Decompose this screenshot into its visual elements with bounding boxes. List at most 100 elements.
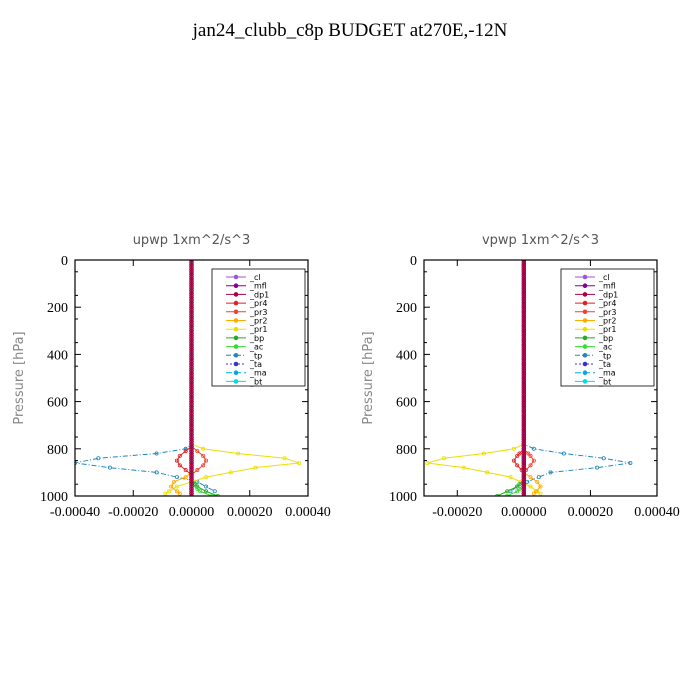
series-point (282, 456, 287, 461)
series-point (521, 302, 527, 308)
series-point (521, 319, 527, 324)
series-point (189, 401, 194, 407)
series-point (521, 489, 527, 494)
series-point (189, 359, 194, 364)
series-point (189, 482, 194, 487)
series-point (189, 394, 194, 400)
series-point (548, 470, 553, 475)
series-point (521, 309, 527, 315)
series-point (535, 479, 540, 484)
series-point (521, 484, 527, 489)
series-point (521, 453, 527, 459)
series-point (521, 427, 527, 433)
series-point (461, 465, 466, 470)
series-point (236, 451, 241, 456)
series-point (521, 349, 527, 355)
legend-entry: _bp (575, 334, 613, 343)
legend: _cl_mfl_dp1_pr4_pr3_pr2_pr1_bp_ac_tp_ta_… (560, 268, 655, 387)
series-point (521, 323, 527, 329)
series-point (189, 279, 194, 284)
series-point (521, 305, 527, 310)
series-point (183, 468, 188, 473)
y-tick-label: 800 (396, 443, 417, 458)
series-point (189, 451, 194, 456)
series-point (189, 479, 194, 485)
series-point (189, 368, 194, 374)
chart-title: upwp 1xm^2/s^3 (133, 233, 251, 248)
legend-label: _bp (598, 334, 613, 343)
y-tick-label: 600 (396, 396, 417, 411)
series-point (183, 449, 188, 454)
chart-title: vpwp 1xm^2/s^3 (482, 233, 599, 248)
legend-box (211, 268, 306, 387)
legend-entry: _pr2 (575, 317, 616, 326)
series-point (189, 427, 194, 433)
series-point (189, 312, 194, 317)
legend-marker (582, 379, 588, 384)
series-point (561, 451, 566, 456)
series-point (163, 491, 168, 496)
series-point (521, 430, 527, 435)
series-point (195, 486, 200, 491)
legend-label: _cl (249, 273, 261, 282)
legend-entry: _pr3 (575, 308, 616, 317)
series-point (189, 356, 194, 362)
legend: _cl_mfl_dp1_pr4_pr3_pr2_pr1_bp_ac_tp_ta_… (211, 268, 306, 387)
series-point (189, 319, 194, 324)
series-point (517, 486, 522, 491)
series-point (521, 392, 527, 397)
series-point (189, 361, 194, 367)
series-point (189, 441, 194, 447)
series-point (204, 489, 209, 494)
series-point (189, 489, 194, 494)
series-point (521, 342, 527, 348)
series-tp (75, 260, 217, 494)
series-point (189, 345, 194, 350)
series-point (189, 430, 194, 435)
series-point (521, 300, 527, 305)
x-tick-label: -0.00040 (50, 505, 100, 520)
series-point (193, 482, 198, 487)
legend-entry: _dp1 (575, 290, 618, 299)
series-point (204, 458, 209, 463)
series-point (189, 302, 194, 308)
series-point (528, 484, 533, 489)
plot-frame (74, 259, 309, 497)
series-point (521, 380, 527, 385)
series-point (177, 453, 182, 458)
series-point (189, 262, 194, 267)
legend-label: _pr3 (598, 308, 616, 317)
series-point (521, 295, 527, 300)
series-point (189, 326, 194, 331)
series-point (189, 286, 194, 291)
series-point (521, 389, 527, 395)
series-point (189, 269, 194, 274)
series-point (189, 470, 194, 475)
series-point (189, 264, 194, 270)
x-tick-label: 0.00000 (169, 505, 215, 520)
series-point (521, 397, 527, 402)
legend-marker (233, 318, 239, 323)
series-point (189, 375, 194, 381)
series-point (195, 449, 200, 454)
series-point (174, 475, 179, 480)
legend-marker (582, 274, 588, 280)
series-point (511, 446, 516, 451)
legend-entry: _pr4 (226, 299, 267, 308)
series-point (167, 489, 172, 494)
legend-entry: _pr1 (226, 325, 267, 334)
series-point (531, 491, 536, 496)
series-point (189, 281, 194, 286)
series-point (189, 408, 194, 414)
legend-marker (582, 292, 588, 297)
legend-entry: _mfl (575, 282, 616, 291)
legend-entry: _pr3 (226, 308, 267, 317)
series-dp1 (521, 260, 527, 496)
series-point (515, 489, 520, 494)
series-point (189, 321, 194, 326)
series-point (177, 463, 182, 468)
series-point (521, 446, 527, 451)
series-point (154, 470, 159, 475)
y-tick-label: 1000 (40, 490, 68, 505)
series-point (189, 418, 194, 423)
